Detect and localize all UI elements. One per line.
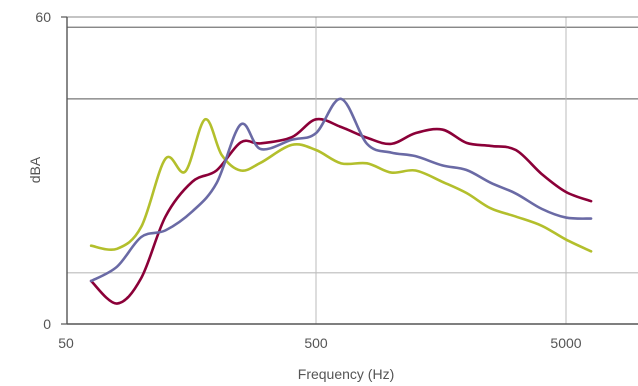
- x-tick-label: 5000: [550, 335, 581, 351]
- series-layer: [89, 97, 593, 305]
- x-tick-label: 50: [58, 335, 74, 351]
- series-line-2: [89, 117, 593, 305]
- series-line-1: [89, 118, 593, 253]
- y-tick-label: 0: [43, 316, 51, 332]
- y-tick-label: 60: [35, 9, 51, 25]
- y-axis-title: dBA: [27, 156, 43, 183]
- tick-labels: 50 500 5000 0 60: [35, 9, 581, 351]
- series-line-3: [89, 97, 593, 283]
- grid: [67, 17, 638, 324]
- x-axis-title: Frequency (Hz): [298, 366, 394, 382]
- axes: [61, 16, 638, 325]
- x-tick-label: 500: [304, 335, 328, 351]
